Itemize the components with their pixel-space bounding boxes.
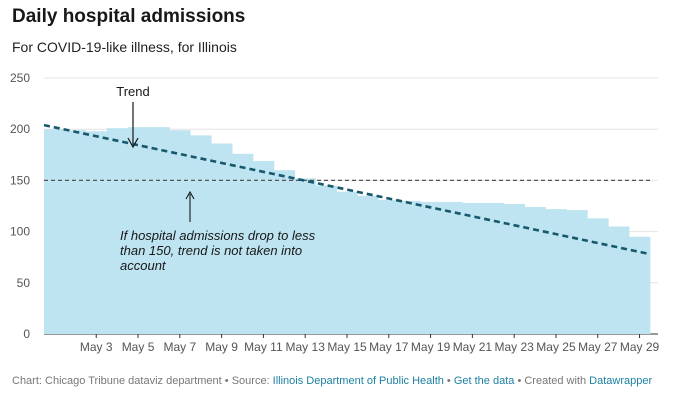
- footer-separator: •: [443, 375, 454, 387]
- chart-credit: Chart: Chicago Tribune dataviz departmen…: [12, 375, 222, 387]
- x-tick-label: May 19: [411, 340, 451, 354]
- admissions-day-bar: [64, 130, 87, 334]
- threshold-note-line: account: [120, 258, 167, 273]
- y-tick-label: 150: [10, 173, 30, 187]
- admissions-day-bar: [482, 202, 505, 334]
- footer-separator: •: [514, 375, 525, 387]
- threshold-note-line: than 150, trend is not taken into: [120, 243, 302, 258]
- y-axis: 0 50 100 150 200 250: [10, 71, 30, 341]
- admissions-area: [44, 127, 651, 334]
- y-tick-label: 0: [23, 327, 30, 341]
- admissions-day-bar: [127, 127, 149, 334]
- admissions-day-bar: [85, 131, 108, 334]
- admissions-day-bar: [545, 209, 567, 334]
- x-tick-label: May 17: [369, 340, 409, 354]
- annotations: Trend If hospital admissions drop to less…: [116, 84, 315, 273]
- admissions-day-bar: [461, 202, 484, 334]
- get-the-data-link[interactable]: Get the data: [453, 375, 515, 387]
- admissions-day-bar: [336, 191, 358, 334]
- x-tick-label: May 15: [327, 340, 367, 354]
- x-tick-label: May 29: [620, 340, 660, 354]
- trend-arrow-head: [127, 137, 139, 149]
- source-link[interactable]: Illinois Department of Public Health: [272, 375, 444, 387]
- source-label: Source:: [231, 375, 273, 387]
- admissions-day-bar: [399, 200, 421, 334]
- y-tick-label: 250: [10, 71, 30, 85]
- threshold-note-line: If hospital admissions drop to less: [120, 228, 316, 243]
- x-tick-label: May 21: [453, 340, 493, 354]
- x-tick-label: May 11: [244, 340, 283, 354]
- created-with-label: Created with: [524, 375, 590, 387]
- admissions-day-bar: [357, 195, 379, 334]
- trend-line: [43, 123, 651, 256]
- overlay-lines: [43, 123, 651, 256]
- admissions-day-bar: [252, 160, 275, 334]
- admissions-day-bar: [211, 143, 233, 334]
- x-tick-label: May 9: [205, 340, 238, 354]
- chart-subtitle: For COVID-19-like illness, for Illinois: [12, 39, 237, 55]
- admissions-day-bar: [378, 199, 400, 334]
- admissions-day-bar: [608, 226, 630, 334]
- admissions-day-bar: [629, 236, 651, 334]
- admissions-day-bar: [420, 201, 442, 334]
- chart-footer: Chart: Chicago Tribune dataviz departmen…: [12, 375, 652, 387]
- x-tick-label: May 23: [494, 340, 534, 354]
- admissions-day-bar: [524, 207, 546, 334]
- admissions-day-bar: [315, 185, 337, 334]
- admissions-day-bar: [232, 153, 254, 334]
- x-tick-label: May 5: [122, 340, 155, 354]
- admissions-day-bar: [148, 127, 170, 334]
- admissions-day-bar: [106, 128, 128, 334]
- footer-separator: •: [221, 375, 232, 387]
- admissions-day-bar: [44, 129, 66, 334]
- x-tick-label: May 3: [80, 340, 113, 354]
- y-tick-label: 100: [10, 225, 30, 239]
- x-tick-label: May 25: [536, 340, 576, 354]
- admissions-day-bar: [294, 178, 317, 334]
- admissions-day-bar: [503, 203, 526, 334]
- x-tick-label: May 13: [286, 340, 326, 354]
- x-axis: May 3 May 5 May 7 May 9 May 11 May 13 May 15 Ma…: [80, 334, 660, 354]
- admissions-day-bar: [273, 170, 296, 334]
- admissions-day-bar: [587, 218, 609, 334]
- admissions-day-bar: [441, 201, 463, 334]
- datawrapper-link[interactable]: Datawrapper: [589, 375, 653, 387]
- trend-label: Trend: [116, 84, 149, 99]
- y-tick-label: 50: [17, 276, 31, 290]
- admissions-day-bar: [566, 210, 588, 334]
- x-tick-label: May 27: [578, 340, 618, 354]
- admissions-day-bar: [190, 135, 212, 334]
- threshold-arrow-head: [185, 190, 195, 200]
- chart-title: Daily hospital admissions: [12, 6, 246, 27]
- admissions-day-bar: [169, 130, 191, 334]
- x-tick-label: May 7: [163, 340, 196, 354]
- y-tick-label: 200: [10, 122, 30, 136]
